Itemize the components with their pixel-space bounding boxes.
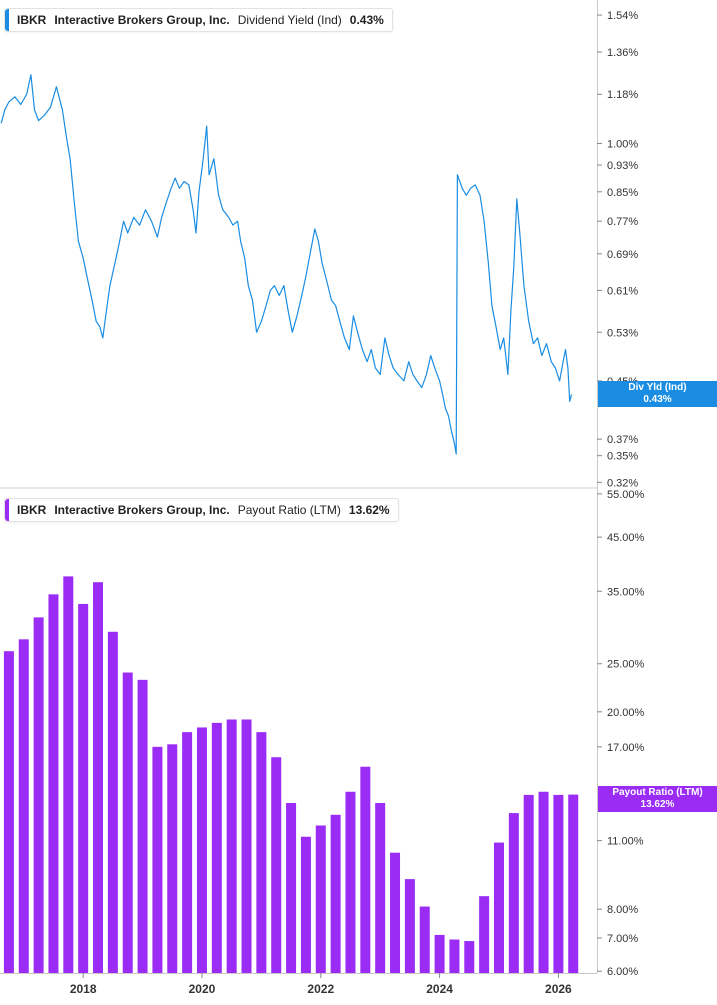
x-tick-label: 2020 (189, 982, 216, 996)
y-tick-label: 25.00% (607, 659, 645, 671)
x-tick-label: 2018 (70, 982, 97, 996)
payout-ratio-bar (523, 794, 534, 973)
y-tick-label: 45.00% (607, 532, 645, 544)
y-tick-label: 35.00% (607, 586, 645, 598)
x-tick-label: 2024 (426, 982, 453, 996)
payout-ratio-bar (375, 802, 386, 973)
payout-ratio-bar (449, 939, 460, 973)
payout-ratio-bar (493, 842, 504, 973)
y-tick-label: 0.69% (607, 249, 638, 261)
payout-ratio-bar (3, 651, 14, 973)
payout-ratio-bar (330, 814, 341, 973)
y-tick-label: 1.00% (607, 138, 638, 150)
callout-label: Div Yld (Ind) (628, 382, 687, 393)
y-tick-label: 0.77% (607, 216, 638, 228)
y-tick-label: 0.37% (607, 434, 638, 446)
payout-ratio-bar (211, 722, 222, 973)
y-tick-label: 55.00% (607, 489, 645, 501)
y-tick-label: 11.00% (607, 836, 644, 848)
payout-ratio-bar (137, 679, 148, 973)
y-tick-label: 0.53% (607, 327, 638, 339)
payout-ratio-bar (464, 941, 475, 973)
payout-ratio-bar (18, 639, 29, 973)
payout-ratio-bar (78, 603, 89, 973)
y-tick-label: 8.00% (607, 904, 638, 916)
last-value-callout-payout-ratio: Payout Ratio (LTM) 13.62% (598, 786, 717, 812)
legend-metric: Dividend Yield (Ind) (237, 13, 342, 27)
payout-ratio-bar (152, 746, 163, 973)
legend-company: Interactive Brokers Group, Inc. (54, 13, 230, 27)
payout-ratio-bar (122, 672, 133, 973)
legend-ticker: IBKR (17, 13, 47, 27)
payout-ratio-bar (360, 766, 371, 973)
payout-ratio-bar (182, 732, 193, 973)
legend-value: 13.62% (348, 503, 390, 517)
y-tick-label: 1.18% (607, 89, 638, 101)
y-tick-label: 0.85% (607, 187, 638, 199)
payout-ratio-bar (404, 879, 415, 973)
payout-ratio-bar (434, 934, 445, 973)
y-tick-label: 20.00% (607, 707, 645, 719)
callout-value: 0.43% (643, 394, 672, 405)
y-tick-label: 17.00% (607, 742, 645, 754)
x-tick-label: 2026 (545, 982, 572, 996)
payout-ratio-bar (508, 813, 519, 973)
callout-label: Payout Ratio (LTM) (612, 787, 703, 798)
series-color-bar (5, 9, 9, 31)
y-tick-label: 1.36% (607, 47, 638, 59)
legend-ticker: IBKR (17, 503, 47, 517)
y-tick-label: 7.00% (607, 933, 638, 945)
payout-ratio-bar (196, 727, 207, 973)
payout-ratio-bar (315, 825, 326, 973)
payout-ratio-bar (479, 896, 490, 973)
payout-ratio-bar (553, 794, 564, 973)
payout-ratio-bar (48, 594, 59, 973)
y-tick-label: 1.54% (607, 10, 638, 22)
payout-ratio-bar (256, 732, 267, 973)
payout-ratio-bar (300, 836, 311, 973)
payout-ratio-bar (63, 576, 74, 973)
legend-company: Interactive Brokers Group, Inc. (54, 503, 230, 517)
legend-metric: Payout Ratio (LTM) (237, 503, 341, 517)
x-tick-label: 2022 (307, 982, 334, 996)
last-value-callout-dividend-yield: Div Yld (Ind) 0.43% (598, 381, 717, 407)
y-tick-label: 0.61% (607, 285, 638, 297)
payout-ratio-bar (167, 744, 178, 973)
payout-ratio-bar (345, 791, 356, 973)
payout-ratio-bar (107, 631, 118, 973)
callout-value: 13.62% (640, 799, 675, 810)
y-tick-label: 0.35% (607, 451, 638, 463)
payout-ratio-bar (286, 802, 297, 973)
payout-ratio-bar (271, 757, 282, 973)
payout-ratio-bar (93, 582, 104, 973)
y-tick-label: 6.00% (607, 966, 638, 978)
payout-ratio-bar (226, 719, 237, 973)
legend-dividend-yield: IBKR Interactive Brokers Group, Inc. Div… (4, 8, 393, 32)
series-color-bar (5, 499, 9, 521)
dividend-yield-line (0, 74, 573, 455)
payout-ratio-bar (568, 794, 579, 973)
y-tick-label: 0.32% (607, 477, 638, 489)
legend-value: 0.43% (349, 13, 384, 27)
y-tick-label: 0.93% (607, 160, 638, 172)
legend-payout-ratio: IBKR Interactive Brokers Group, Inc. Pay… (4, 498, 399, 522)
payout-ratio-bar (33, 617, 44, 973)
payout-ratio-bar (241, 719, 252, 973)
payout-ratio-bar (390, 852, 401, 973)
payout-ratio-bar (538, 791, 549, 973)
payout-ratio-bar (419, 906, 430, 973)
